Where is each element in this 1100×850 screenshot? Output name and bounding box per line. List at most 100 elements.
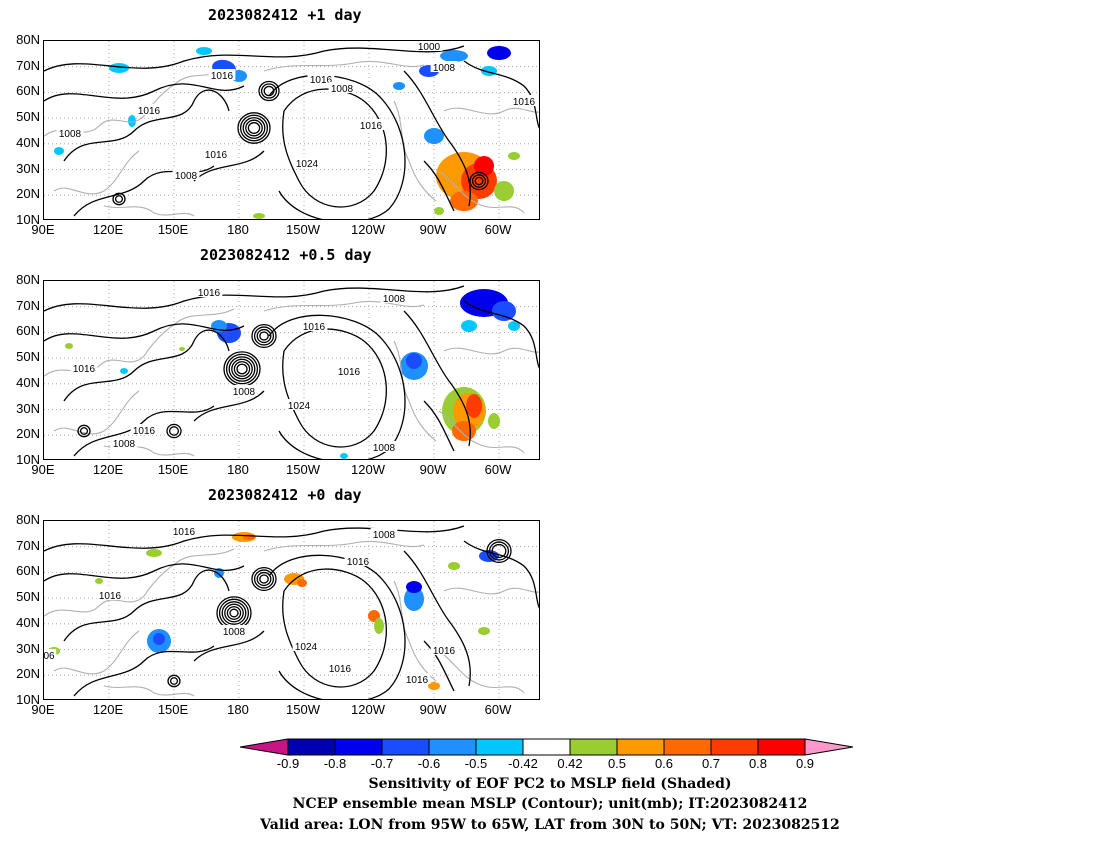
isobar-low: [247, 122, 261, 134]
sensitivity-shade: [406, 353, 422, 369]
isobar-low: [229, 608, 239, 618]
isobar-low: [237, 112, 271, 144]
isobar-low: [259, 574, 269, 584]
lon-tick-label: 60W: [484, 222, 512, 237]
contour-label: 1016: [433, 646, 456, 657]
lat-tick-label: 60N: [16, 563, 40, 579]
contour-label-bg: [110, 437, 138, 448]
sensitivity-shade: [374, 618, 384, 634]
contour-label: 1024: [288, 401, 311, 412]
contour-label: 1024: [295, 642, 318, 653]
colorbar-segment: [757, 738, 806, 756]
contour-label-bg: [335, 365, 363, 376]
contour-label-bg: [430, 61, 458, 72]
isobar: [73, 405, 215, 457]
colorbar-tick-label: 0.8: [748, 756, 768, 771]
map-panel-1: 1000 1008 1016 1016 1008 1016 1016 1008 1016 1024…: [43, 40, 540, 220]
sensitivity-shade: [461, 320, 477, 332]
isobar-low: [226, 606, 242, 620]
isobar-low: [166, 423, 182, 439]
lat-tick-label: 80N: [16, 512, 40, 527]
sensitivity-shade: [434, 207, 444, 215]
contour-label: 1008: [233, 387, 256, 398]
contour-label: 1008: [433, 63, 456, 74]
sensitivity-shade: [179, 347, 185, 351]
isobar: [63, 329, 230, 402]
contour-label-bg: [328, 82, 356, 93]
contour-label: 1008: [383, 294, 406, 305]
sensitivity-shade: [253, 213, 265, 219]
isobar: [463, 60, 539, 129]
contour-label: 1016: [198, 288, 221, 299]
isobar: [268, 314, 406, 459]
colorbar-arrow-right: [804, 738, 854, 756]
sensitivity-shade: [153, 633, 165, 645]
coastline: [263, 60, 425, 72]
isobar-low: [469, 171, 489, 191]
lon-tick-label: 180: [227, 222, 249, 237]
isobar: [73, 645, 215, 697]
contour-label: 1016: [138, 106, 161, 117]
map-2-svg: 1016 1008 1016 1016 1016 1008 1024 1016 1008 1008: [44, 281, 539, 459]
map-panel-3: 1016 1008 1016 1016 1008 1024 1016 1016 06 1016: [43, 520, 540, 700]
lat-tick-label: 10N: [16, 691, 40, 707]
lat-tick-label: 50N: [16, 109, 40, 125]
contour-label-bg: [370, 528, 398, 539]
contour-label-bg: [195, 286, 223, 297]
isobar-low: [231, 358, 253, 380]
colorbar-tick-label: 0.7: [701, 756, 721, 771]
isobar: [193, 150, 265, 182]
isobar: [423, 160, 455, 212]
lat-tick-label: 80N: [16, 32, 40, 47]
coastline: [393, 340, 437, 442]
sensitivity-shade: [109, 63, 129, 73]
colorbar-tick-label: -0.6: [417, 756, 441, 771]
lon-tick-label: 120W: [351, 462, 385, 477]
contour-label: 1016: [211, 71, 234, 82]
contour-label-bg: [220, 625, 248, 636]
contour-label: 1008: [59, 129, 82, 140]
isobar-low: [251, 566, 277, 592]
contour-label-bg: [370, 441, 398, 452]
isobar-low: [79, 427, 89, 435]
isobar-low: [114, 195, 124, 203]
isobar-low: [236, 363, 248, 375]
panel-title-3: 2023082412 +0 day: [208, 486, 362, 504]
contour-label: 1008: [175, 171, 198, 182]
lon-tick-label: 90E: [31, 462, 55, 477]
contour-label-bg: [510, 95, 538, 106]
contour-label-bg: [172, 169, 200, 180]
sensitivity-shade: [487, 46, 511, 60]
contour-label-bg: [292, 640, 320, 651]
isobar: [423, 400, 455, 452]
isobar-low: [258, 80, 280, 102]
contour-label: 1008: [331, 84, 354, 95]
lon-tick-label: 90W: [419, 702, 447, 717]
colorbar-segment: [663, 738, 712, 756]
lon-tick-label: 60W: [484, 702, 512, 717]
coastline: [44, 548, 235, 617]
coastline: [443, 107, 539, 115]
sensitivity-shade: [466, 394, 482, 418]
sensitivity-shade: [494, 181, 514, 201]
isobar-low: [239, 114, 269, 142]
colorbar-segment: [428, 738, 477, 756]
contour-label: 1024: [296, 159, 319, 170]
colorbar-tick-label: -0.42: [508, 756, 538, 771]
isobar: [282, 328, 387, 448]
lat-tick-label: 10N: [16, 211, 40, 227]
contour-label-bg: [70, 362, 98, 373]
sensitivity-shade: [54, 147, 64, 155]
contour-label: 1016: [310, 75, 333, 86]
lat-tick-label: 40N: [16, 134, 40, 150]
sensitivity-shade: [128, 115, 136, 127]
isobar: [423, 640, 455, 692]
sensitivity-shade: [340, 453, 348, 459]
sensitivity-shade: [146, 549, 162, 557]
colorbar-arrow-left: [240, 738, 289, 756]
lat-tick-label: 70N: [16, 297, 40, 313]
isobar: [63, 89, 230, 162]
lon-tick-label: 90E: [31, 222, 55, 237]
contour-label-bg: [230, 385, 258, 396]
